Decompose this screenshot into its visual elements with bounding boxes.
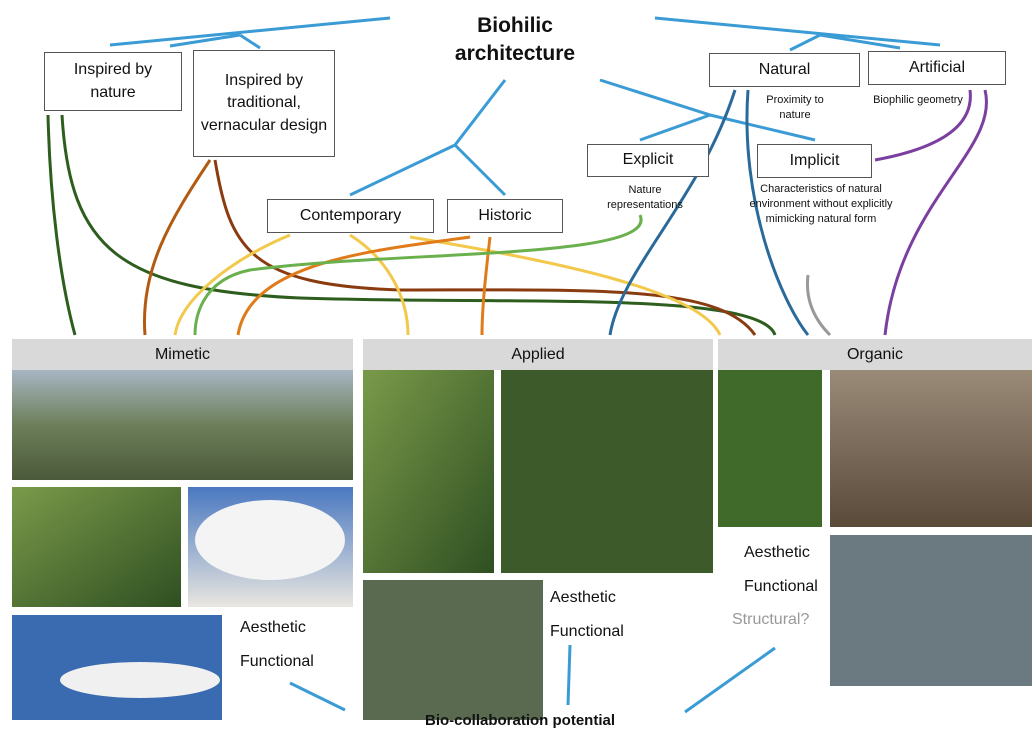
- photo: [501, 370, 713, 573]
- category-header: Applied: [363, 339, 713, 370]
- curve: [410, 237, 720, 335]
- curve: [48, 115, 75, 335]
- quality: Aesthetic: [240, 619, 306, 637]
- photo: [363, 370, 494, 573]
- quality: Functional: [744, 578, 818, 596]
- mode-note: Characteristics of natural environment w…: [748, 182, 894, 227]
- curve: [807, 275, 830, 335]
- quality: Functional: [550, 623, 624, 641]
- quality: Aesthetic: [744, 544, 810, 562]
- branch: [350, 80, 505, 195]
- photo: [363, 580, 543, 720]
- photo-detail: [60, 662, 220, 698]
- mode-box: Explicit: [587, 144, 709, 177]
- photo: [12, 370, 353, 480]
- photo: [12, 487, 181, 607]
- era-box: Historic: [447, 199, 563, 233]
- branch: [110, 18, 390, 48]
- kind-box: Natural: [709, 53, 860, 87]
- page: Biohilic architecture Inspired by nature…: [0, 0, 1032, 731]
- footer: Bio-collaboration potential: [400, 712, 640, 729]
- mode-box: Implicit: [757, 144, 872, 178]
- kind-box: Artificial: [868, 51, 1006, 85]
- curve: [195, 215, 641, 335]
- quality: Structural?: [732, 611, 809, 629]
- photo: [830, 370, 1032, 527]
- source-box: Inspired by traditional, vernacular desi…: [193, 50, 335, 157]
- photos: [12, 370, 1032, 720]
- curve: [885, 90, 987, 335]
- photo: [718, 370, 822, 527]
- quality: Functional: [240, 653, 314, 671]
- diagram-title: Biohilic architecture: [440, 12, 590, 69]
- photo-detail: [195, 500, 345, 580]
- photo: [830, 535, 1032, 686]
- quality: Aesthetic: [550, 589, 616, 607]
- category-header: Organic: [718, 339, 1032, 370]
- era-box: Contemporary: [267, 199, 434, 233]
- source-box: Inspired by nature: [44, 52, 182, 111]
- branch: [655, 18, 940, 50]
- mode-note: Nature representations: [600, 183, 690, 213]
- kind-note: Proximity to nature: [752, 93, 838, 123]
- kind-note: Biophilic geometry: [860, 93, 976, 108]
- category-header: Mimetic: [12, 339, 353, 370]
